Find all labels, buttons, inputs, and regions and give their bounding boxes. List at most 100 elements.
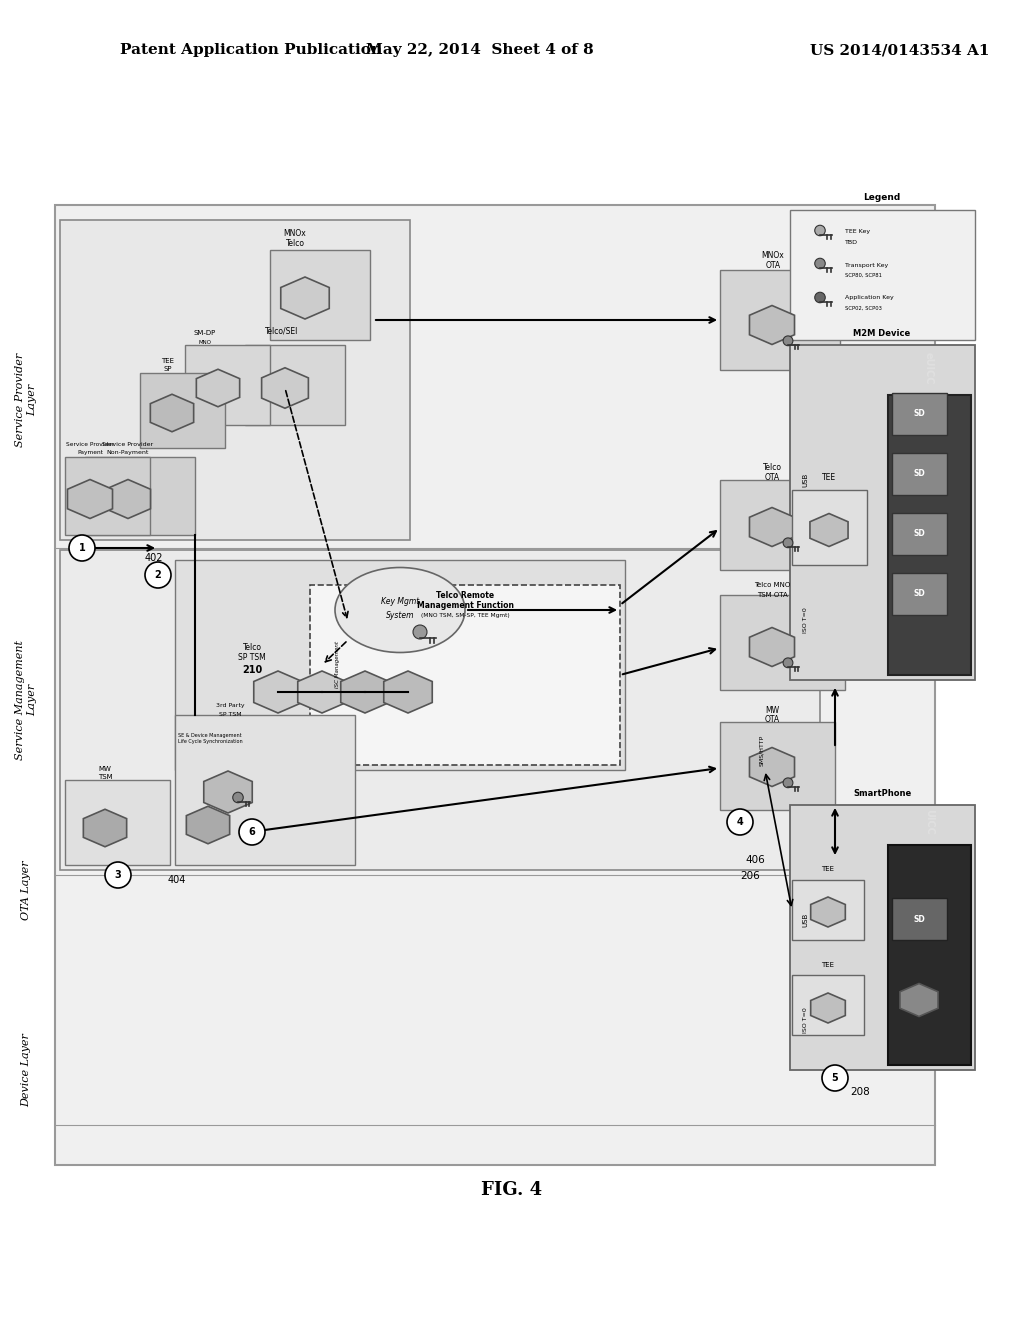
Text: Telco: Telco: [286, 239, 304, 248]
Text: TSM OTA: TSM OTA: [757, 591, 787, 598]
FancyBboxPatch shape: [185, 345, 270, 425]
Text: Service Management
Layer: Service Management Layer: [15, 640, 37, 760]
Circle shape: [232, 792, 244, 803]
Polygon shape: [105, 479, 151, 519]
Text: TEE: TEE: [822, 473, 836, 482]
FancyBboxPatch shape: [792, 880, 864, 940]
Text: 4: 4: [736, 817, 743, 828]
Text: eUICC: eUICC: [924, 352, 934, 385]
Circle shape: [783, 777, 793, 788]
Polygon shape: [750, 627, 795, 667]
Text: TSM: TSM: [97, 774, 113, 780]
FancyBboxPatch shape: [790, 210, 975, 341]
FancyBboxPatch shape: [790, 345, 975, 680]
FancyBboxPatch shape: [65, 780, 170, 865]
Text: 3rd Party: 3rd Party: [216, 704, 245, 709]
Text: Management Function: Management Function: [417, 601, 513, 610]
Text: TBD: TBD: [845, 239, 858, 244]
FancyBboxPatch shape: [270, 249, 370, 341]
Polygon shape: [750, 507, 795, 546]
FancyBboxPatch shape: [60, 220, 410, 540]
Text: 1: 1: [79, 543, 85, 553]
Text: SD: SD: [913, 470, 925, 478]
Text: Service Provider: Service Provider: [102, 442, 154, 447]
FancyBboxPatch shape: [792, 975, 864, 1035]
Polygon shape: [204, 771, 252, 813]
Text: Telco MNO: Telco MNO: [754, 582, 791, 587]
Circle shape: [783, 539, 793, 548]
Polygon shape: [68, 479, 113, 519]
FancyBboxPatch shape: [790, 805, 975, 1071]
Text: OTA: OTA: [765, 473, 779, 482]
Text: SP TSM: SP TSM: [239, 653, 266, 663]
FancyBboxPatch shape: [60, 550, 820, 870]
Polygon shape: [811, 898, 846, 927]
Text: May 22, 2014  Sheet 4 of 8: May 22, 2014 Sheet 4 of 8: [367, 44, 594, 57]
Text: OTA Layer: OTA Layer: [22, 861, 31, 920]
Text: 6: 6: [249, 828, 255, 837]
FancyBboxPatch shape: [85, 457, 195, 535]
Text: SP: SP: [164, 366, 172, 372]
Text: OTA: OTA: [765, 261, 780, 271]
Polygon shape: [83, 809, 127, 846]
Text: 3: 3: [115, 870, 122, 880]
Text: SCP80, SCP81: SCP80, SCP81: [845, 272, 882, 277]
Text: 210: 210: [242, 665, 262, 675]
Text: 402: 402: [145, 553, 164, 564]
Circle shape: [815, 292, 825, 302]
FancyBboxPatch shape: [720, 271, 840, 370]
Text: Device Layer: Device Layer: [22, 1034, 31, 1107]
FancyBboxPatch shape: [245, 345, 345, 425]
FancyBboxPatch shape: [310, 585, 620, 766]
Text: SE & Device Management: SE & Device Management: [178, 733, 242, 738]
Text: MNO: MNO: [199, 341, 212, 345]
Text: Service Provider: Service Provider: [66, 442, 114, 447]
FancyBboxPatch shape: [720, 595, 845, 690]
Text: TEE: TEE: [821, 866, 835, 873]
FancyBboxPatch shape: [892, 453, 947, 495]
Text: MNOx: MNOx: [284, 228, 306, 238]
FancyBboxPatch shape: [140, 374, 225, 447]
Circle shape: [413, 624, 427, 639]
Text: 2: 2: [155, 570, 162, 579]
Text: M2M Device: M2M Device: [853, 329, 910, 338]
FancyBboxPatch shape: [792, 490, 867, 565]
Text: Telco: Telco: [763, 463, 781, 473]
Text: Life Cycle Synchronization: Life Cycle Synchronization: [178, 739, 243, 744]
Circle shape: [239, 818, 265, 845]
Text: Payment: Payment: [77, 450, 103, 455]
Text: Transport Key: Transport Key: [845, 263, 888, 268]
Text: SMS/HTTP: SMS/HTTP: [760, 734, 765, 766]
Polygon shape: [811, 993, 846, 1023]
Text: ISO T=0: ISO T=0: [803, 1007, 808, 1032]
Ellipse shape: [335, 568, 465, 652]
Polygon shape: [341, 671, 389, 713]
Polygon shape: [900, 983, 938, 1016]
Polygon shape: [151, 395, 194, 432]
Text: MW: MW: [98, 766, 112, 772]
Text: UICC: UICC: [924, 809, 934, 836]
Text: TEE Key: TEE Key: [845, 230, 870, 235]
Polygon shape: [750, 747, 795, 787]
FancyBboxPatch shape: [65, 457, 150, 535]
FancyBboxPatch shape: [888, 845, 971, 1065]
Text: SCP02, SCP03: SCP02, SCP03: [845, 305, 882, 310]
Text: SD: SD: [913, 915, 925, 924]
Text: TEE: TEE: [821, 962, 835, 968]
Circle shape: [783, 335, 793, 346]
Text: USB: USB: [802, 913, 808, 927]
Text: (MNO TSM, SM-SP, TEE Mgmt): (MNO TSM, SM-SP, TEE Mgmt): [421, 612, 509, 618]
Text: US 2014/0143534 A1: US 2014/0143534 A1: [810, 44, 990, 57]
Polygon shape: [750, 305, 795, 345]
Text: Legend: Legend: [863, 193, 901, 202]
Circle shape: [105, 862, 131, 888]
Text: SmartPhone: SmartPhone: [853, 789, 911, 799]
Circle shape: [783, 657, 793, 668]
Polygon shape: [254, 671, 302, 713]
Text: Non-Payment: Non-Payment: [106, 450, 150, 455]
FancyBboxPatch shape: [720, 480, 835, 570]
FancyBboxPatch shape: [892, 898, 947, 940]
Polygon shape: [186, 807, 229, 843]
Circle shape: [822, 1065, 848, 1092]
Polygon shape: [810, 513, 848, 546]
